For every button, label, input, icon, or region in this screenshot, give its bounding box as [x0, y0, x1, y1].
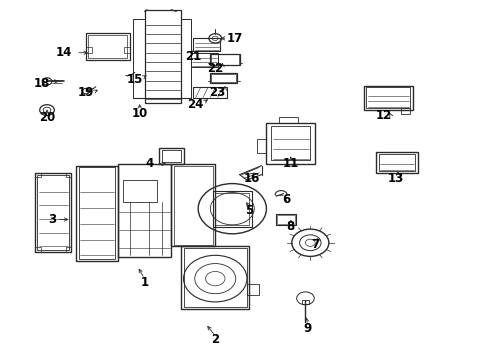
Text: 24: 24 [187, 98, 203, 111]
Bar [271, 126, 310, 160]
Bar [86, 33, 130, 60]
Bar [181, 246, 249, 309]
Bar [211, 74, 236, 82]
Text: 8: 8 [286, 220, 294, 233]
Bar [302, 300, 308, 304]
Bar [88, 35, 127, 58]
Bar [124, 47, 130, 53]
Bar [86, 47, 92, 53]
Text: 20: 20 [39, 111, 55, 124]
Bar [161, 149, 181, 162]
Bar [35, 247, 41, 252]
Bar [366, 87, 409, 108]
Bar [215, 193, 249, 225]
Bar [35, 173, 41, 177]
Text: 6: 6 [281, 193, 289, 206]
Text: 18: 18 [34, 77, 50, 90]
Bar [65, 173, 71, 177]
Bar [159, 148, 183, 164]
Text: 13: 13 [387, 172, 403, 185]
Bar [276, 214, 295, 225]
Text: 23: 23 [209, 86, 225, 99]
Text: 3: 3 [48, 213, 56, 226]
Bar [378, 154, 414, 171]
Bar [35, 173, 71, 252]
Text: 12: 12 [375, 109, 391, 122]
Bar [171, 164, 215, 246]
Bar [65, 247, 71, 252]
Text: 15: 15 [126, 73, 142, 86]
Text: 7: 7 [310, 238, 319, 251]
Bar [133, 19, 144, 98]
Bar [211, 54, 238, 64]
Text: 5: 5 [245, 204, 253, 217]
Text: 17: 17 [226, 32, 243, 45]
Text: 2: 2 [211, 333, 219, 346]
Bar [118, 164, 171, 257]
Bar [375, 152, 417, 173]
Bar [181, 19, 190, 98]
Text: 11: 11 [282, 157, 298, 170]
Bar [122, 180, 157, 202]
Bar [277, 215, 294, 224]
Bar [37, 175, 69, 250]
Bar [210, 73, 237, 83]
Bar [173, 166, 212, 244]
Bar [363, 86, 412, 110]
Bar [183, 248, 246, 307]
Bar [278, 117, 298, 123]
Bar [144, 10, 181, 103]
Text: 22: 22 [207, 62, 223, 75]
Bar [193, 87, 227, 98]
Bar [246, 284, 259, 295]
Bar [193, 39, 220, 51]
Bar [400, 108, 409, 114]
Text: 10: 10 [131, 107, 147, 120]
Bar [266, 123, 315, 164]
Bar [256, 139, 266, 153]
Bar [76, 166, 118, 261]
Text: 4: 4 [145, 157, 153, 170]
Text: 1: 1 [140, 276, 148, 289]
Bar [212, 191, 251, 226]
Bar [79, 167, 115, 259]
Text: 21: 21 [185, 50, 201, 63]
Bar [190, 53, 217, 67]
Text: 9: 9 [303, 322, 311, 335]
Text: 19: 19 [78, 86, 94, 99]
Bar [210, 54, 239, 65]
Text: 14: 14 [56, 46, 72, 59]
Text: 16: 16 [243, 172, 260, 185]
